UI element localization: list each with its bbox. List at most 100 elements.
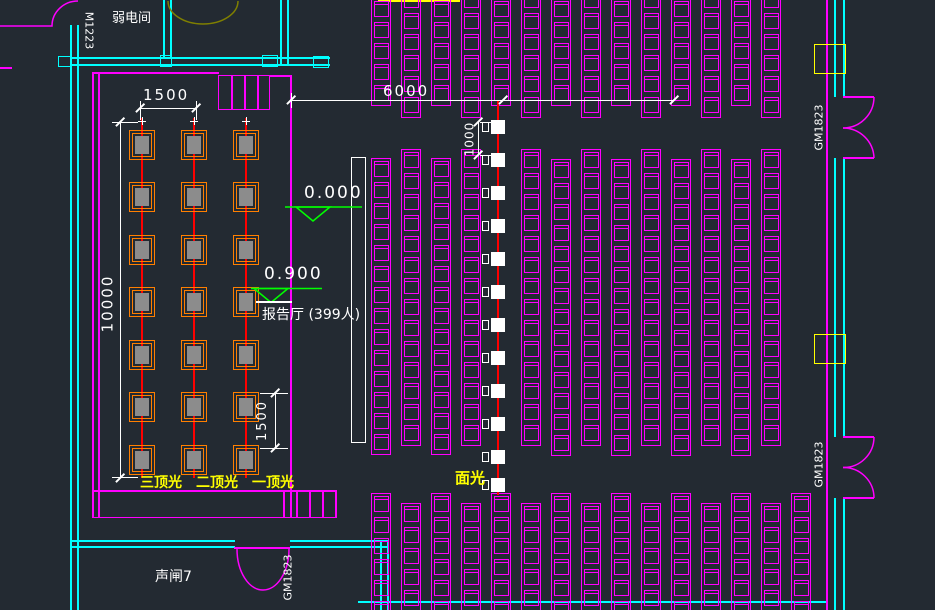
seat <box>763 362 779 378</box>
seat <box>733 330 749 346</box>
seat <box>763 236 779 252</box>
seat <box>433 85 449 101</box>
seat <box>553 330 569 346</box>
seat <box>403 0 419 8</box>
seat <box>583 76 599 92</box>
seat <box>703 278 719 294</box>
survey-cross-mark <box>242 117 250 125</box>
seat <box>553 162 569 178</box>
front-light-fixture <box>491 252 505 266</box>
stage-left-edge-inner <box>98 72 100 518</box>
seat <box>643 236 659 252</box>
wall-joint <box>262 55 278 67</box>
seat <box>673 288 689 304</box>
stage-light-fill <box>187 346 201 364</box>
seat <box>553 414 569 430</box>
hall-label: 报告厅 (399人) <box>262 307 361 323</box>
stage-light-fixture <box>181 182 207 212</box>
seat <box>613 414 629 430</box>
seat <box>373 580 389 596</box>
seat <box>463 320 479 336</box>
seat <box>403 527 419 543</box>
seat <box>553 246 569 262</box>
seat <box>673 601 689 610</box>
front-light-clamp <box>482 386 489 396</box>
door-arc <box>842 96 875 129</box>
seat <box>673 559 689 575</box>
seat <box>733 204 749 220</box>
stage-top-edge-right <box>270 75 292 77</box>
seat <box>733 601 749 610</box>
seat <box>613 393 629 409</box>
seat <box>523 590 539 606</box>
front-light-fixture <box>491 285 505 299</box>
main-right-seats-strip <box>701 149 721 446</box>
seat <box>583 13 599 29</box>
dim-1000-line <box>478 122 479 155</box>
stairs-bottom-step <box>309 492 311 518</box>
stage-light-fill <box>239 188 253 206</box>
seat <box>613 580 629 596</box>
seat <box>553 580 569 596</box>
elevation-text-0000: 0.000 <box>304 183 363 203</box>
wall-joint <box>313 56 329 68</box>
stage-light-fixture <box>129 287 155 317</box>
seat <box>613 351 629 367</box>
seat <box>373 182 389 198</box>
rear-seats-strip <box>731 493 751 610</box>
seat <box>433 182 449 198</box>
seat <box>433 161 449 177</box>
seat <box>733 183 749 199</box>
seat <box>673 538 689 554</box>
light-row3-label: 三顶光 <box>140 475 182 491</box>
seat <box>403 215 419 231</box>
seat <box>703 257 719 273</box>
seat <box>553 351 569 367</box>
seat <box>583 278 599 294</box>
seat <box>493 601 509 610</box>
seat <box>523 362 539 378</box>
seat <box>703 404 719 420</box>
main-right-seats-strip <box>671 159 691 456</box>
stage-light-fixture <box>181 287 207 317</box>
seat <box>763 55 779 71</box>
seat <box>583 527 599 543</box>
seat <box>733 1 749 17</box>
seat <box>583 0 599 8</box>
seat <box>463 341 479 357</box>
seat <box>403 278 419 294</box>
balcony-seats-strip <box>611 0 631 106</box>
wall-room-divider-a <box>163 0 165 57</box>
stage-light-fill <box>135 136 149 154</box>
seat <box>493 538 509 554</box>
door-arc <box>236 548 264 591</box>
seat <box>553 538 569 554</box>
door-label-m1223: M1223 <box>82 11 96 49</box>
stage-light-fixture <box>181 392 207 422</box>
seat <box>643 13 659 29</box>
seat <box>583 236 599 252</box>
elevation-0900-step-line <box>256 301 292 303</box>
seat <box>523 404 539 420</box>
seat <box>583 34 599 50</box>
seat <box>403 590 419 606</box>
seat <box>463 236 479 252</box>
survey-cross-mark <box>138 117 146 125</box>
seat <box>583 320 599 336</box>
seat <box>643 569 659 585</box>
seat <box>613 43 629 59</box>
seat <box>553 204 569 220</box>
seat <box>643 527 659 543</box>
seat <box>403 55 419 71</box>
main-right-seats-strip <box>581 149 601 446</box>
seat <box>553 183 569 199</box>
front-light-clamp <box>482 122 489 132</box>
seat <box>583 173 599 189</box>
seat <box>643 0 659 8</box>
seat <box>433 517 449 533</box>
seat <box>433 371 449 387</box>
stage-front-line <box>92 490 335 492</box>
seat <box>673 330 689 346</box>
stage-light-fill <box>135 398 149 416</box>
